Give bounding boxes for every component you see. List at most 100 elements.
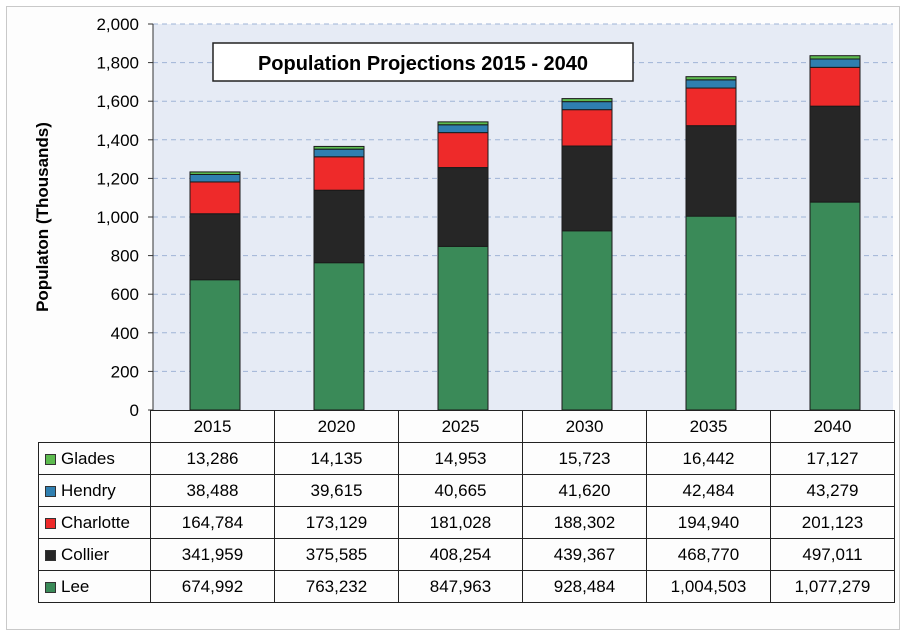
y-tick-label: 1,400: [96, 131, 139, 150]
data-label: 17,127: [770, 442, 895, 475]
bar-segment-charlotte-2030: [561, 109, 613, 147]
data-label: 188,302: [522, 506, 647, 539]
bar-segment-collier-2030: [561, 145, 613, 232]
bar-segment-charlotte-2040: [809, 66, 861, 107]
data-label: 847,963: [398, 570, 523, 603]
bar-segment-glades-2040: [809, 55, 861, 60]
table-row-collier: Collier 341,959 375,585 408,254 439,367 468,7…: [38, 538, 895, 571]
x-category-label: 2020: [274, 410, 399, 443]
legend-swatch: [45, 517, 56, 529]
data-table: 2015 2020 2025 2030 2035 2040 Glades 13,286 14,1…: [38, 410, 895, 603]
table-header-row: 2015 2020 2025 2030 2035 2040: [38, 410, 895, 443]
data-label: 194,940: [646, 506, 771, 539]
legend-label: Charlotte: [61, 512, 130, 532]
bar-segment-collier-2040: [809, 105, 861, 203]
data-label: 14,953: [398, 442, 523, 475]
data-label: 928,484: [522, 570, 647, 603]
bar-segment-lee-2025: [437, 245, 489, 411]
data-label: 497,011: [770, 538, 895, 571]
data-label: 408,254: [398, 538, 523, 571]
bar-segment-glades-2035: [685, 76, 737, 81]
legend-swatch: [45, 453, 56, 465]
bar-segment-hendry-2030: [561, 101, 613, 111]
data-label: 1,004,503: [646, 570, 771, 603]
bar-segment-collier-2020: [313, 189, 365, 264]
bar-segment-lee-2030: [561, 230, 613, 411]
y-tick-label: 600: [111, 285, 139, 304]
bar-segment-collier-2035: [685, 125, 737, 217]
x-category-label: 2030: [522, 410, 647, 443]
x-category-label: 2035: [646, 410, 771, 443]
data-label: 40,665: [398, 474, 523, 507]
bar-segment-glades-2030: [561, 98, 613, 103]
table-row-glades: Glades 13,286 14,135 14,953 15,723 16,442 17,1…: [38, 442, 895, 475]
data-label: 439,367: [522, 538, 647, 571]
legend-swatch: [45, 581, 56, 593]
data-label: 16,442: [646, 442, 771, 475]
bar-segment-collier-2015: [189, 213, 241, 281]
bar-segment-hendry-2020: [313, 148, 365, 158]
y-tick-label: 800: [111, 247, 139, 266]
legend-swatch: [45, 549, 56, 561]
data-label: 39,615: [274, 474, 399, 507]
data-label: 173,129: [274, 506, 399, 539]
table-row-charlotte: Charlotte 164,784 173,129 181,028 188,302 194…: [38, 506, 895, 539]
bar-segment-charlotte-2020: [313, 156, 365, 191]
data-label: 1,077,279: [770, 570, 895, 603]
bar-segment-lee-2035: [685, 215, 737, 411]
y-tick-label: 1,600: [96, 92, 139, 111]
data-label: 13,286: [150, 442, 275, 475]
data-label: 674,992: [150, 570, 275, 603]
legend-entry-lee: Lee: [38, 570, 151, 603]
bar-segment-collier-2025: [437, 167, 489, 247]
y-tick-label: 1,800: [96, 54, 139, 73]
y-tick-label: 400: [111, 324, 139, 343]
bar-segment-hendry-2025: [437, 124, 489, 134]
legend-swatch: [45, 485, 56, 497]
y-tick-label: 1,200: [96, 169, 139, 188]
bar-segment-glades-2015: [189, 171, 241, 175]
bar-segment-glades-2025: [437, 121, 489, 126]
legend-label: Glades: [61, 448, 115, 468]
x-category-label: 2025: [398, 410, 523, 443]
bar-segment-hendry-2035: [685, 79, 737, 89]
legend-entry-charlotte: Charlotte: [38, 506, 151, 539]
legend-entry-glades: Glades: [38, 442, 151, 475]
bar-segment-charlotte-2015: [189, 181, 241, 215]
data-label: 42,484: [646, 474, 771, 507]
chart-title-box: [212, 42, 634, 82]
bar-segment-charlotte-2025: [437, 132, 489, 169]
data-label: 43,279: [770, 474, 895, 507]
data-label: 763,232: [274, 570, 399, 603]
data-label: 164,784: [150, 506, 275, 539]
data-label: 468,770: [646, 538, 771, 571]
data-label: 41,620: [522, 474, 647, 507]
y-tick-label: 200: [111, 362, 139, 381]
legend-label: Lee: [61, 576, 90, 596]
table-row-lee: Lee 674,992 763,232 847,963 928,484 1,004,503…: [38, 570, 895, 603]
data-label: 181,028: [398, 506, 523, 539]
y-axis-title: Populaton (Thousands): [33, 122, 52, 312]
chart-title: Population Projections 2015 - 2040: [258, 53, 588, 75]
table-corner: [38, 410, 151, 443]
data-label: 341,959: [150, 538, 275, 571]
bar-segment-hendry-2040: [809, 58, 861, 68]
legend-label: Collier: [61, 544, 110, 564]
bar-segment-hendry-2015: [189, 173, 241, 183]
data-label: 15,723: [522, 442, 647, 475]
bar-segment-lee-2020: [313, 262, 365, 411]
legend-entry-hendry: Hendry: [38, 474, 151, 507]
table-row-hendry: Hendry 38,488 39,615 40,665 41,620 42,484 43,2…: [38, 474, 895, 507]
data-label: 38,488: [150, 474, 275, 507]
data-label: 201,123: [770, 506, 895, 539]
x-category-label: 2015: [150, 410, 275, 443]
data-label: 14,135: [274, 442, 399, 475]
bar-segment-charlotte-2035: [685, 87, 737, 127]
bar-segment-lee-2015: [189, 279, 241, 411]
bar-segment-glades-2020: [313, 145, 365, 150]
y-tick-label: 1,000: [96, 208, 139, 227]
legend-entry-collier: Collier: [38, 538, 151, 571]
x-category-label: 2040: [770, 410, 895, 443]
bar-segment-lee-2040: [809, 201, 861, 411]
